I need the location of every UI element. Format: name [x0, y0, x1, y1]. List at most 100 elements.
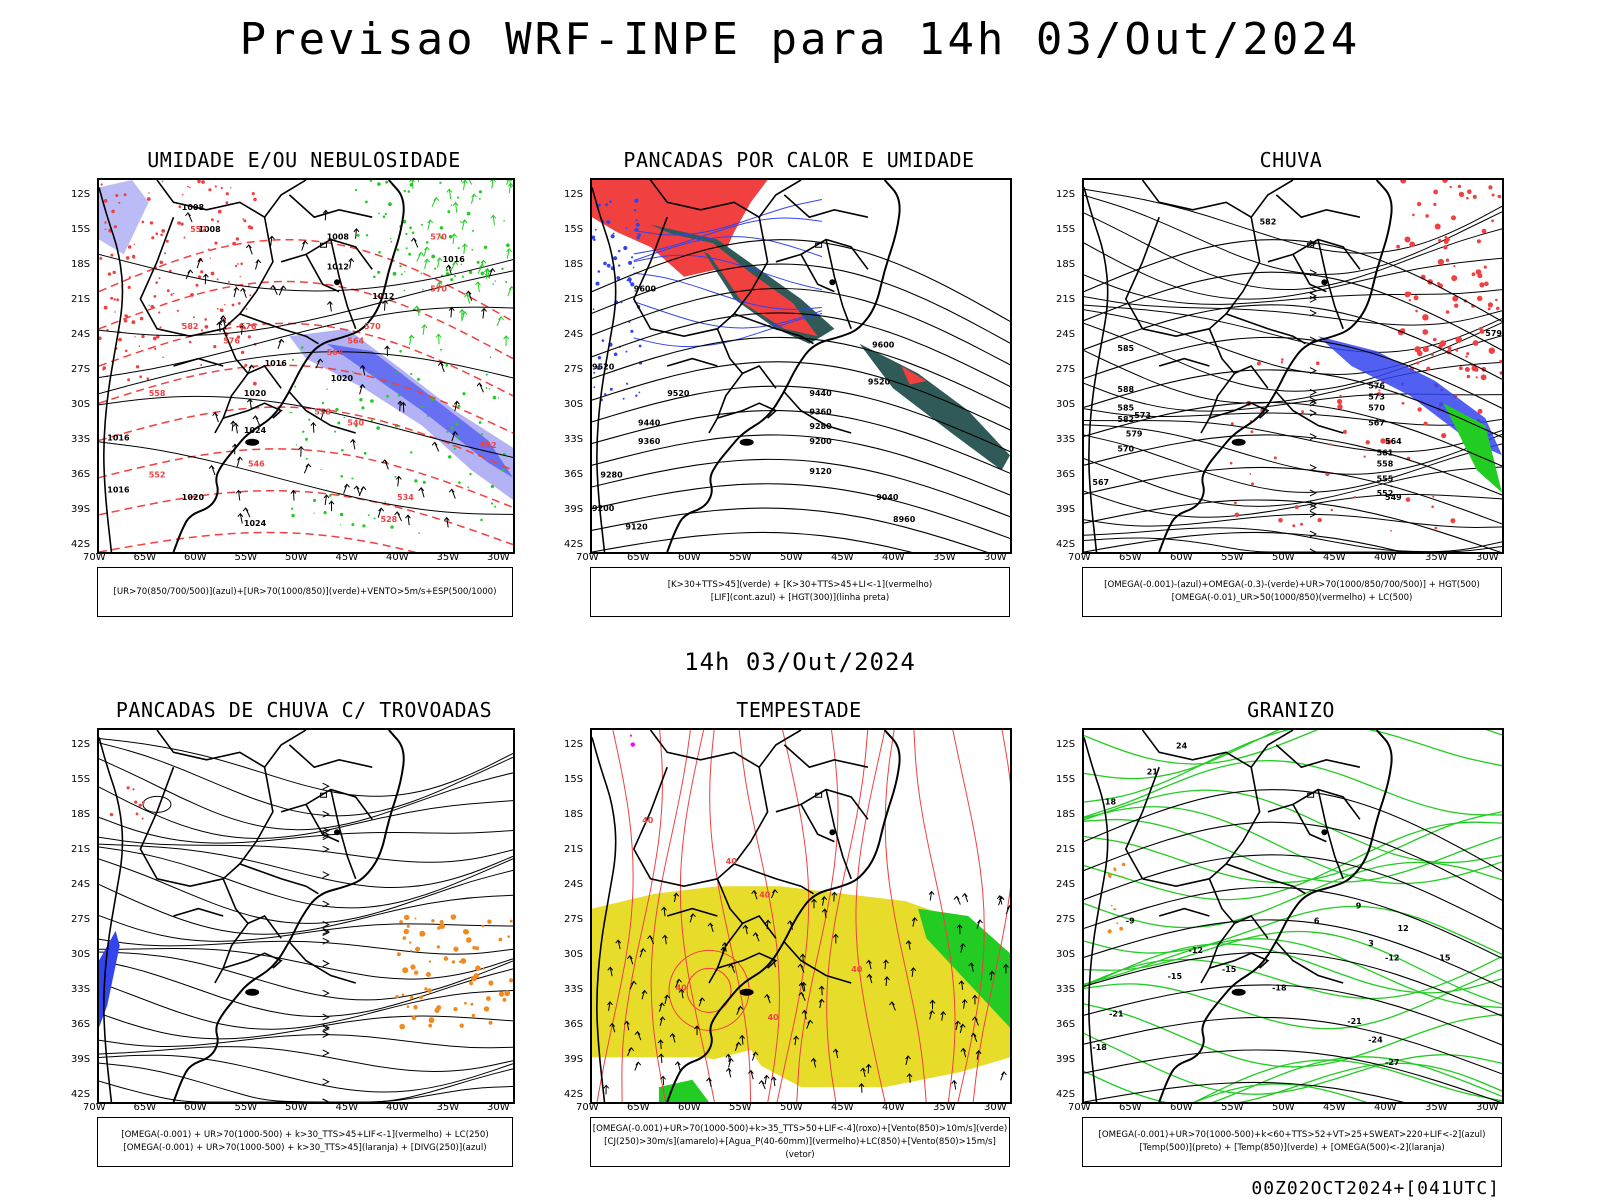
- precip-cell: [214, 241, 218, 245]
- wind-vector: [252, 415, 260, 426]
- precip-cell: [1491, 193, 1495, 197]
- wind-vector: [742, 924, 749, 935]
- streamline-arrow: [322, 937, 330, 945]
- precip-cell: [363, 451, 367, 455]
- wind-vector: [496, 316, 504, 327]
- streamline-arrow: [322, 1025, 330, 1033]
- precip-cell: [181, 193, 184, 196]
- precip-cell: [1416, 201, 1422, 207]
- contour-label: 21: [1147, 768, 1159, 777]
- precip-cell: [498, 937, 503, 942]
- precip-cell: [1339, 394, 1342, 397]
- pacific-coastline: [1084, 737, 1109, 1102]
- streamline-arrow: [322, 1013, 330, 1021]
- precip-cell: [131, 254, 136, 259]
- precip-cell: [1121, 875, 1124, 878]
- precip-cell: [1386, 439, 1392, 445]
- atlantic-coastline: [1158, 180, 1393, 552]
- country-border: [330, 789, 357, 880]
- streamline-arrow: [322, 782, 330, 790]
- contour-label: 9520: [868, 378, 891, 387]
- precip-cell: [410, 451, 413, 454]
- precip-cell: [476, 260, 480, 264]
- wind-vector: [384, 345, 391, 357]
- legend-line: [UR>70(850/700/500)](azul)+[UR>70(1000/8…: [113, 586, 497, 597]
- wind-vector: [421, 324, 428, 335]
- precip-cell: [113, 298, 116, 301]
- precip-cell: [597, 203, 601, 207]
- precip-cell: [503, 220, 505, 222]
- streamline: [99, 843, 513, 888]
- contour-label: 1008: [182, 203, 205, 212]
- wind-vector: [664, 994, 671, 1005]
- contour-label: 9440: [809, 389, 832, 398]
- precip-cell: [410, 372, 413, 376]
- precip-cell: [420, 405, 424, 408]
- precip-cell: [461, 275, 464, 278]
- contour-label: 573: [1134, 411, 1151, 420]
- wind-vector: [506, 248, 513, 259]
- precip-cell: [1300, 522, 1304, 526]
- precip-cell: [149, 221, 154, 225]
- precip-cell: [1417, 407, 1422, 412]
- wind-vector: [451, 233, 458, 245]
- height-contour: [1084, 1081, 1405, 1102]
- wind-vector: [674, 1061, 681, 1071]
- precip-cell: [390, 525, 394, 529]
- wind-vector: [202, 273, 209, 285]
- streamline: [99, 758, 513, 831]
- precip-cell: [112, 270, 116, 275]
- wind-vector: [254, 259, 262, 270]
- precip-cell: [365, 200, 368, 204]
- height-contour: [1084, 304, 1502, 380]
- contour-label: 534: [397, 493, 414, 502]
- wind-vector: [694, 1025, 700, 1036]
- wind-vector: [758, 1080, 766, 1090]
- pacific-coastline: [592, 187, 617, 552]
- precip-cell: [197, 180, 201, 184]
- height-contour: [1084, 369, 1502, 438]
- streamline: [1084, 537, 1502, 552]
- map-canvas: -9 -12 -15 -18 -21 -24 -27 -18 -21 -15 -12 3 6 9 12 15 1…: [1084, 730, 1502, 1102]
- df-marker: [1307, 792, 1315, 798]
- country-border: [214, 372, 249, 434]
- country-border: [222, 767, 274, 880]
- streamline: [1084, 424, 1502, 475]
- wind-vector: [728, 1057, 734, 1068]
- precip-cell: [158, 277, 161, 280]
- wind-vector: [1000, 1071, 1007, 1081]
- map-canvas: 5855885855825795765735705675645615585555…: [1084, 180, 1502, 552]
- wind-vector: [678, 988, 685, 999]
- wind-vector: [734, 1041, 742, 1052]
- wind-vector: [437, 361, 445, 373]
- precip-cell: [142, 800, 145, 804]
- df-marker: [1307, 242, 1315, 248]
- streamline: [1084, 194, 1502, 275]
- precip-cell: [436, 1005, 442, 1011]
- wind-vector: [961, 998, 968, 1009]
- precip-cell: [111, 209, 115, 214]
- temp850-contour: [1084, 1032, 1502, 1095]
- contour-label: 552: [480, 441, 497, 450]
- precip-cell: [253, 197, 257, 202]
- wind-vector: [448, 488, 456, 499]
- contour-label: 552: [190, 225, 207, 234]
- precip-cell: [405, 232, 408, 235]
- temp850-contour: [1084, 861, 1502, 929]
- height-contour: [592, 410, 1010, 474]
- precip-cell: [395, 995, 399, 999]
- precip-cell: [399, 350, 402, 353]
- precip-cell: [464, 1001, 467, 1005]
- lon-tick-label: 45W: [831, 552, 854, 563]
- wind-vector: [245, 244, 253, 255]
- precip-cell: [1480, 374, 1487, 381]
- lon-tick-label: 55W: [729, 1102, 752, 1113]
- precip-cell: [235, 264, 238, 268]
- lon-tick-label: 40W: [1374, 552, 1397, 563]
- lat-tick-label: 15S: [564, 224, 584, 235]
- contour-label: -18: [1092, 1043, 1107, 1052]
- contour-label: 6: [1314, 916, 1320, 925]
- precip-cell: [506, 243, 510, 247]
- pacific-coastline: [592, 737, 617, 1102]
- temp850-contour: [1084, 730, 1319, 765]
